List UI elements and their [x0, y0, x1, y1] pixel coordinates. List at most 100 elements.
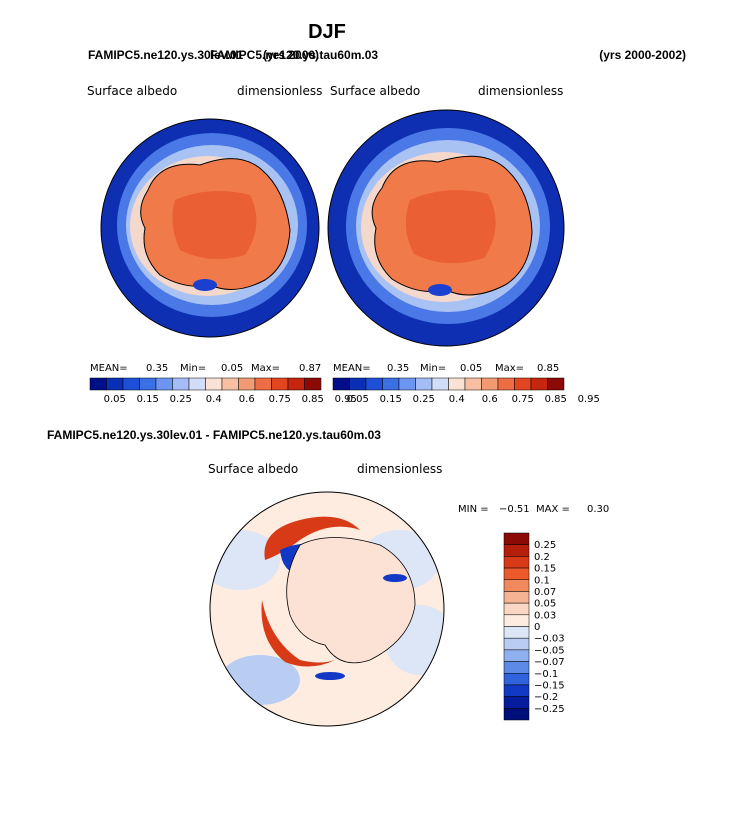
panel-b-colorbar-swatch: [514, 377, 532, 391]
panel-c-min-value: −0.51: [499, 504, 530, 515]
panel-b-colorbar: 0.05 0.15 0.25 0.4 0.6 0.75 0.85 0.95: [332, 377, 600, 405]
panel-b-mean-value: 0.35: [387, 363, 409, 374]
panel-a-colorbar-tick-label: 0.4: [206, 394, 222, 405]
subtitle-years-overlap: (yrs 2000): [263, 48, 319, 62]
subtitle-right: (yrs 2000-2002): [599, 48, 686, 62]
panel-a-colorbar-swatch: [271, 377, 289, 391]
panel-b-colorbar-swatch: [332, 377, 350, 391]
panel-b-units-label: dimensionless: [478, 84, 563, 98]
panel-a-min-label: Min=: [180, 363, 206, 374]
panel-b-colorbar-tick-label: 0.25: [413, 394, 435, 405]
panel-b-colorbar-swatch: [481, 377, 499, 391]
panel-b-min-label: Min=: [420, 363, 446, 374]
panel-c-map: [210, 492, 444, 726]
panel-c-colorbar-swatch: [503, 567, 530, 580]
panel-b-colorbar-swatch: [497, 377, 515, 391]
panel-a-colorbar-swatch: [139, 377, 157, 391]
panel-a-colorbar-swatch: [172, 377, 190, 391]
diff-title: FAMIPC5.ne120.ys.30lev.01 - FAMIPC5.ne12…: [47, 428, 381, 442]
panel-a-max-value: 0.87: [299, 363, 321, 374]
panel-c-colorbar-swatch: [503, 626, 530, 639]
panel-b-max-value: 0.85: [537, 363, 559, 374]
panel-a-colorbar-swatch: [287, 377, 305, 391]
panel-b-colorbar-tick-label: 0.95: [578, 394, 600, 405]
panel-a-colorbar: 0.05 0.15 0.25 0.4 0.6 0.75 0.85 0.95: [89, 377, 357, 405]
panel-a-colorbar-tick-label: 0.05: [104, 394, 126, 405]
panel-b-colorbar-swatch: [431, 377, 449, 391]
panel-c-colorbar-swatch: [503, 602, 530, 616]
panel-c-colorbar-swatch: [503, 649, 530, 662]
panel-c-colorbar-tick-label: 0.2: [534, 552, 550, 563]
panel-a-colorbar-swatch: [188, 377, 206, 391]
panel-c-colorbar-tick-label: 0.25: [534, 540, 556, 551]
panel-a-min-value: 0.05: [221, 363, 243, 374]
panel-a-colorbar-swatch: [221, 377, 239, 391]
panel-c-colorbar-tick-label: −0.1: [534, 669, 558, 680]
panel-b-colorbar-swatch: [382, 377, 400, 391]
panel-c-colorbar-swatch: [503, 556, 530, 569]
panel-a-max-label: Max=: [251, 363, 280, 374]
panel-c-colorbar-tick-label: −0.25: [534, 704, 565, 715]
panel-b-map: [328, 110, 564, 346]
panel-a-mean-label: MEAN=: [90, 363, 128, 374]
panel-a-colorbar-tick-label: 0.75: [269, 394, 291, 405]
panel-a-colorbar-swatch: [238, 377, 256, 391]
panel-b-colorbar-tick-label: 0.15: [380, 394, 402, 405]
subtitle-left: FAMIPC5.ne120.ys.30lev.01: [88, 48, 244, 62]
panel-b-colorbar-tick-label: 0.75: [512, 394, 534, 405]
panel-c-units-label: dimensionless: [357, 462, 442, 476]
panel-b-colorbar-tick-label: 0.05: [347, 394, 369, 405]
panel-c-colorbar-swatch: [503, 579, 530, 592]
panel-a-colorbar-swatch: [304, 377, 322, 391]
panel-a-colorbar-tick-label: 0.95: [335, 394, 357, 405]
panel-a-colorbar-tick-label: 0.15: [137, 394, 159, 405]
panel-b-colorbar-swatch: [530, 377, 548, 391]
panel-b-colorbar-swatch: [365, 377, 383, 391]
panel-a-colorbar-tick-label: 0.6: [239, 394, 255, 405]
panel-c-colorbar-swatch: [503, 673, 530, 686]
panel-c-colorbar-tick-label: −0.03: [534, 634, 565, 645]
panel-c-colorbar: 0.250.20.150.10.070.050.030−0.03−0.05−0.…: [503, 532, 565, 721]
panel-c-colorbar-tick-label: −0.05: [534, 645, 565, 656]
panel-a-colorbar-swatch: [254, 377, 272, 391]
subtitle-overlap: FAMIPC5.ne120.ys.tau60m.03: [210, 48, 378, 62]
panel-b-colorbar-tick-label: 0.6: [482, 394, 498, 405]
panel-a-units-label: dimensionless: [237, 84, 322, 98]
panel-c-colorbar-tick-label: −0.15: [534, 680, 565, 691]
panel-b-colorbar-swatch: [448, 377, 466, 391]
panel-c-colorbar-swatch: [503, 591, 530, 604]
panel-a-colorbar-swatch: [106, 377, 124, 391]
panel-c-colorbar-tick-label: 0.03: [534, 610, 556, 621]
panel-b-max-label: Max=: [495, 363, 524, 374]
panel-c-colorbar-tick-label: 0.15: [534, 564, 556, 575]
figure-title: DJF: [308, 21, 346, 43]
panel-b-colorbar-tick-label: 0.85: [545, 394, 567, 405]
panel-c-colorbar-swatch: [503, 532, 530, 545]
panel-c-min-label: MIN =: [458, 504, 489, 515]
panel-c-max-value: 0.30: [587, 504, 609, 515]
panel-a-colorbar-tick-label: 0.25: [170, 394, 192, 405]
panel-c-colorbar-swatch: [503, 544, 530, 557]
panel-b-colorbar-swatch: [547, 377, 565, 391]
panel-a-colorbar-swatch: [155, 377, 173, 391]
panel-a-mean-value: 0.35: [146, 363, 168, 374]
panel-c-colorbar-tick-label: 0.05: [534, 599, 556, 610]
panel-b-variable-label: Surface albedo: [330, 84, 420, 98]
panel-b-colorbar-swatch: [464, 377, 482, 391]
panel-c-variable-label: Surface albedo: [208, 462, 298, 476]
panel-b-colorbar-swatch: [349, 377, 367, 391]
panel-c-colorbar-swatch: [503, 614, 530, 627]
panel-a-colorbar-swatch: [89, 377, 107, 391]
panel-a-colorbar-tick-label: 0.85: [302, 394, 324, 405]
panel-c-colorbar-tick-label: 0: [534, 622, 540, 633]
panel-c-max-label: MAX =: [536, 504, 570, 515]
panel-c-colorbar-tick-label: −0.07: [534, 657, 565, 668]
panel-b-mean-label: MEAN=: [333, 363, 371, 374]
panel-b-colorbar-swatch: [415, 377, 433, 391]
panel-c-colorbar-tick-label: 0.07: [534, 587, 556, 598]
panel-c-colorbar-swatch: [503, 684, 530, 697]
panel-c-colorbar-tick-label: −0.2: [534, 692, 558, 703]
panel-b-colorbar-tick-label: 0.4: [449, 394, 465, 405]
panel-a-colorbar-swatch: [122, 377, 140, 391]
panel-a-variable-label: Surface albedo: [87, 84, 177, 98]
